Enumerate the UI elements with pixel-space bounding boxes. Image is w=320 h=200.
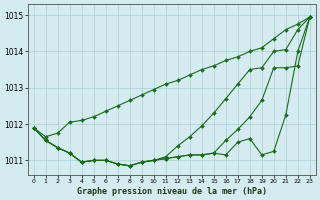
X-axis label: Graphe pression niveau de la mer (hPa): Graphe pression niveau de la mer (hPa) <box>77 187 267 196</box>
